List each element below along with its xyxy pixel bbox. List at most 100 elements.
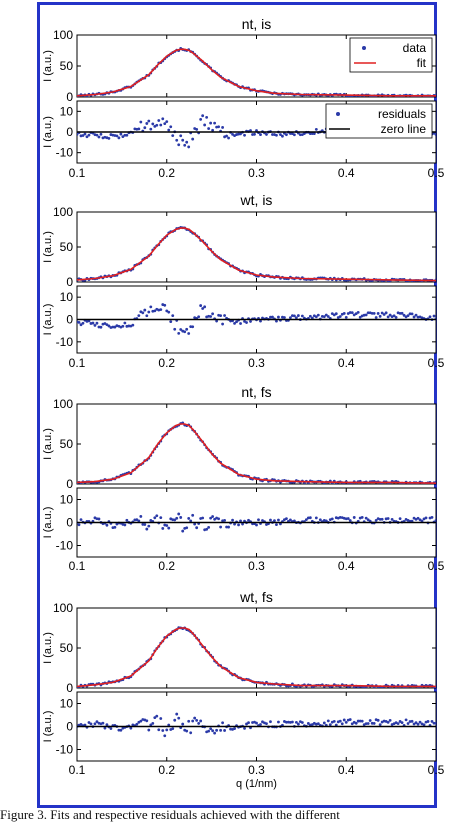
residual-point: [221, 322, 224, 326]
residual-point: [177, 143, 181, 147]
residual-point: [201, 114, 205, 118]
residual-point: [412, 315, 416, 319]
figure-caption: Figure 3. Fits and respective residuals …: [0, 808, 340, 822]
residual-point: [199, 719, 203, 723]
residual-point: [127, 324, 131, 328]
residual-point: [364, 313, 368, 317]
residual-point: [300, 314, 304, 318]
y-tick-label: 0: [66, 90, 73, 104]
residual-point: [430, 515, 434, 519]
residual-point: [203, 123, 207, 127]
residual-point: [388, 313, 392, 317]
residual-point: [344, 720, 348, 724]
residual-point: [161, 527, 165, 530]
y-tick-label: 0: [66, 681, 73, 695]
residual-point: [318, 518, 322, 522]
residual-point: [145, 527, 149, 531]
residual-point: [95, 133, 99, 137]
residual-point: [386, 315, 390, 319]
residual-point: [233, 727, 236, 730]
residual-point: [175, 138, 179, 142]
residual-point: [195, 718, 199, 722]
residual-point: [296, 314, 300, 317]
residual-point: [137, 127, 141, 131]
residual-point: [358, 315, 362, 319]
residual-point: [201, 307, 205, 310]
residual-point: [402, 313, 406, 317]
residual-point: [354, 312, 358, 316]
residual-point: [406, 314, 410, 318]
residual-point: [153, 516, 157, 520]
residual-point: [233, 321, 236, 325]
residual-point: [300, 721, 304, 724]
residual-point: [310, 316, 314, 320]
residual-point: [380, 311, 384, 315]
residual-point: [141, 311, 145, 315]
fit-panel-axes-box: [76, 211, 437, 283]
x-tick-label: 0.2: [158, 559, 175, 573]
residual-point: [139, 120, 143, 124]
residual-point: [269, 315, 272, 319]
fit-panel-axes-box: [76, 607, 437, 689]
residual-point: [173, 718, 177, 722]
residual-point: [294, 316, 298, 320]
residual-point: [137, 519, 141, 523]
residual-point: [79, 323, 83, 327]
residual-point: [143, 308, 147, 312]
residual-point: [121, 135, 125, 138]
residual-point: [105, 323, 109, 327]
residual-point: [107, 324, 111, 328]
residual-point: [207, 525, 211, 529]
residual-point: [165, 524, 169, 527]
residual-point: [310, 132, 314, 136]
residual-point: [155, 514, 159, 518]
residual-point: [376, 312, 380, 315]
residual-point: [432, 721, 436, 725]
residual-point: [296, 722, 300, 726]
x-tick-label: 0.1: [69, 559, 86, 573]
residual-point: [113, 525, 117, 529]
residual-point: [380, 517, 384, 521]
residual-point: [239, 132, 242, 136]
residual-point: [249, 129, 252, 132]
legend-box: [325, 103, 433, 139]
fit-panel-plot-area: [77, 421, 436, 484]
x-tick-label: 0.3: [248, 559, 265, 573]
residual-point: [289, 132, 292, 135]
residual-point: [324, 313, 328, 317]
x-tick-label: 0.5: [428, 356, 445, 370]
residual-point: [179, 134, 183, 138]
residual-point: [416, 722, 420, 726]
residual-point: [237, 523, 240, 527]
residual-point: [109, 727, 113, 730]
residual-point: [161, 729, 165, 732]
residual-point: [434, 519, 436, 522]
residual-point: [219, 525, 223, 529]
residual-point: [157, 728, 161, 732]
residual-point: [294, 720, 298, 724]
y-tick-label: 100: [53, 601, 73, 615]
residual-point: [191, 325, 195, 329]
residual-point: [221, 126, 224, 129]
residual-point: [271, 315, 274, 319]
residual-point: [219, 728, 223, 732]
residual-point: [203, 305, 207, 309]
residual-point: [432, 314, 436, 318]
residual-point: [306, 722, 310, 725]
residual-point: [412, 722, 416, 726]
chart-title: wt, is: [240, 192, 273, 208]
residual-point: [227, 136, 230, 140]
residual-point: [386, 517, 390, 520]
residual-point: [131, 323, 135, 327]
residual-point: [153, 309, 157, 313]
residual-point: [316, 722, 320, 725]
residual-point: [277, 315, 280, 319]
residual-point: [155, 123, 159, 127]
residual-point: [277, 720, 280, 724]
residual-point: [155, 714, 159, 718]
x-tick-label: 0.5: [428, 763, 445, 777]
residual-point: [285, 517, 288, 521]
residual-point: [243, 726, 246, 730]
residual-point: [133, 518, 137, 522]
residual-point: [249, 320, 252, 323]
